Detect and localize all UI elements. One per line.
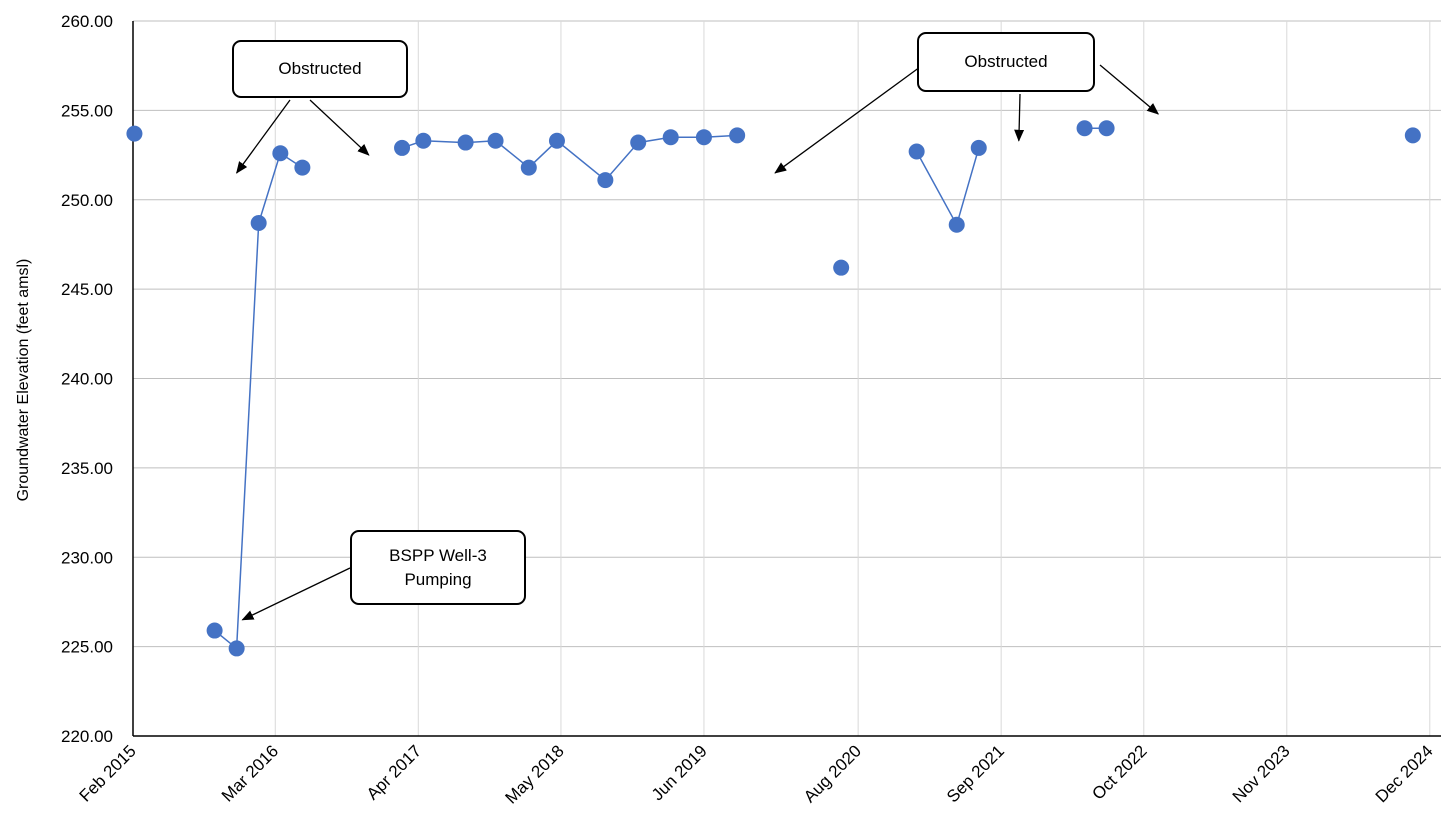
x-tick-label: Nov 2023 [1229,741,1294,806]
data-point [662,129,679,146]
y-tick-labels: 220.00 225.00 230.00 235.00 240.00 245.00 250.… [61,12,113,746]
x-tick-label: Jun 2019 [648,741,711,804]
annotation-arrow [241,567,351,621]
x-tick-labels: Feb 2015 Mar 2016 Apr 2017 May 2018 Jun 2019… [76,741,1437,807]
data-point [415,132,432,149]
annotation-arrow [1014,93,1025,142]
y-tick-label: 225.00 [61,638,113,657]
annotation-obstructed-2: Obstructed [917,32,1095,92]
y-tick-label: 230.00 [61,548,113,567]
annotation-arrows [236,64,1160,621]
x-tick-label: Sep 2021 [943,741,1008,806]
data-point [729,127,746,144]
data-point [250,214,267,231]
y-tick-label: 255.00 [61,101,113,120]
x-tick-label: May 2018 [502,741,568,807]
data-point [487,132,504,149]
data-point [1076,120,1093,137]
annotation-obstructed-1: Obstructed [232,40,408,98]
series-lines [214,127,1107,650]
annotation-obstructed-2-text: Obstructed [964,52,1048,71]
x-tick-label: Aug 2020 [800,741,865,806]
data-point [948,216,965,233]
y-tick-label: 240.00 [61,370,113,389]
annotation-arrow [309,99,370,156]
y-tick-label: 220.00 [61,727,113,746]
data-point [206,622,223,639]
x-tick-label: Oct 2022 [1088,741,1150,803]
x-tick-label: Feb 2015 [76,741,140,805]
data-point [457,134,474,151]
data-point [520,159,537,176]
annotation-bspp-line-1: BSPP Well-3 [389,545,487,565]
annotation-arrow [236,99,291,174]
data-point [394,139,411,156]
series-line-segment [915,147,980,227]
y-tick-label: 235.00 [61,459,113,478]
y-axis-label: Groundwater Elevation (feet amsl) [15,259,32,502]
x-tick-label: Dec 2024 [1372,741,1437,806]
series-points [126,120,1421,657]
gridlines [133,20,1441,736]
annotation-bspp-well-3: BSPP Well-3 Pumping [350,530,526,605]
data-point [630,134,647,151]
data-point [294,159,311,176]
data-point [1098,120,1115,137]
x-tick-label: Apr 2017 [363,741,425,803]
annotation-arrow [774,66,921,174]
annotation-arrow [1099,64,1160,115]
y-tick-label: 260.00 [61,12,113,31]
y-tick-label: 245.00 [61,280,113,299]
data-point [970,139,987,156]
data-point [695,129,712,146]
annotation-obstructed-1-text: Obstructed [278,59,362,78]
data-point [833,259,850,276]
data-point [548,132,565,149]
data-point [908,143,925,160]
data-point [228,640,245,657]
data-point [1404,127,1421,144]
data-point [272,145,289,162]
y-tick-label: 250.00 [61,191,113,210]
data-point [126,125,143,142]
x-tick-label: Mar 2016 [218,741,282,805]
annotation-bspp-line-2: Pumping [404,569,472,589]
series-line-segment [401,134,738,182]
data-point [597,172,614,189]
